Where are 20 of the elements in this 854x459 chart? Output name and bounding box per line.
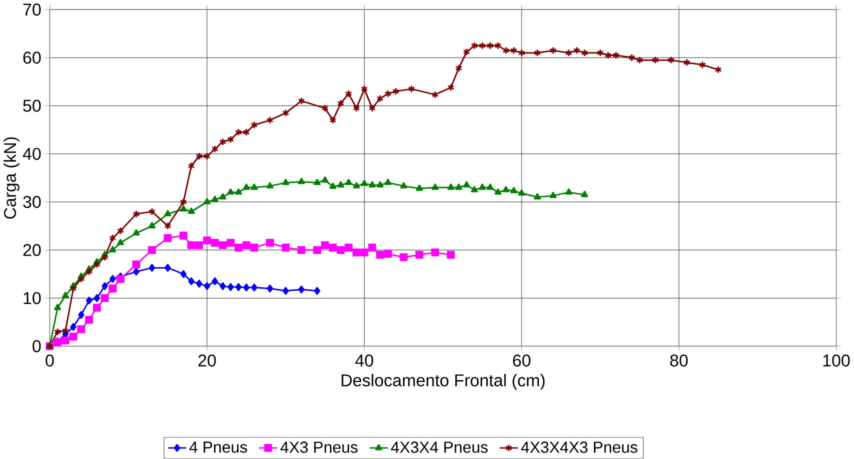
y-axis-title: Carga (kN) [4,137,20,219]
legend-label: 4 Pneus [189,442,248,453]
y-tick-label: 70 [23,4,41,16]
y-tick-label: 60 [23,52,41,64]
y-tick-label: 0 [32,340,41,352]
x-tick-label: 100 [823,354,850,367]
x-tick-label: 40 [355,354,374,367]
x-tick-label: 80 [670,354,688,367]
x-tick-label: 0 [46,354,54,367]
y-tick-label: 10 [24,292,41,304]
y-tick-label: 20 [23,244,41,256]
legend-label: 4X3 Pneus [280,442,358,453]
legend-label: 4X3X4 Pneus [391,442,488,453]
legend-label: 4X3X4X3 Pneus [521,442,638,453]
y-tick-label: 30 [23,196,41,208]
x-axis-title: Deslocamento Frontal (cm) [342,374,545,390]
y-tick-label: 50 [23,100,41,112]
x-tick-label: 60 [513,354,530,367]
y-tick-label: 40 [22,148,41,160]
x-tick-label: 20 [198,354,216,367]
